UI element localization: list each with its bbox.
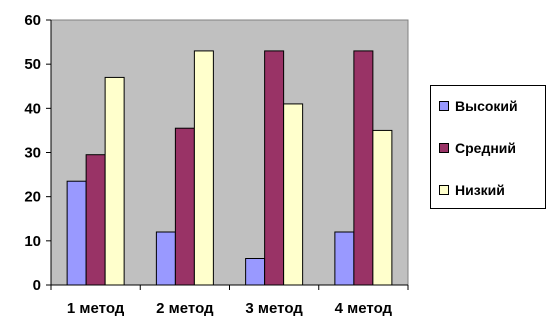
bar bbox=[193, 50, 214, 286]
legend-label: Низкий bbox=[455, 182, 505, 198]
x-tick-label: 4 метод bbox=[335, 300, 393, 317]
y-tick-label: 10 bbox=[24, 233, 41, 250]
x-tick-label: 2 метод bbox=[156, 300, 214, 317]
bar bbox=[283, 103, 304, 286]
legend-item: Низкий bbox=[439, 182, 505, 198]
legend-label: Высокий bbox=[455, 98, 518, 114]
y-tick-label: 0 bbox=[33, 277, 41, 294]
bar bbox=[334, 231, 355, 286]
bar bbox=[66, 180, 87, 286]
y-axis: 0 10 20 30 40 50 60 bbox=[24, 12, 52, 294]
legend-label: Средний bbox=[455, 140, 517, 156]
x-tick-label: 1 метод bbox=[67, 300, 125, 317]
bar bbox=[372, 129, 393, 286]
bar bbox=[104, 76, 125, 286]
bar bbox=[85, 154, 106, 286]
y-tick-label: 40 bbox=[24, 100, 41, 117]
bar bbox=[264, 50, 285, 286]
bar bbox=[245, 258, 266, 286]
bar bbox=[353, 50, 374, 286]
y-tick-label: 60 bbox=[24, 12, 41, 29]
legend-swatch bbox=[439, 143, 449, 153]
legend-swatch bbox=[439, 101, 449, 111]
y-tick-label: 30 bbox=[24, 145, 41, 162]
bars-group bbox=[66, 50, 393, 286]
y-tick-label: 50 bbox=[24, 56, 41, 73]
legend: Высокий Средний Низкий bbox=[430, 85, 546, 209]
y-tick-label: 20 bbox=[24, 189, 41, 206]
bar bbox=[155, 231, 176, 286]
legend-item: Средний bbox=[439, 140, 516, 156]
x-tick-label: 3 метод bbox=[245, 300, 303, 317]
legend-swatch bbox=[439, 185, 449, 195]
legend-item: Высокий bbox=[439, 98, 518, 114]
bar bbox=[174, 127, 195, 286]
x-axis: 1 метод 2 метод 3 метод 4 метод bbox=[50, 284, 409, 317]
